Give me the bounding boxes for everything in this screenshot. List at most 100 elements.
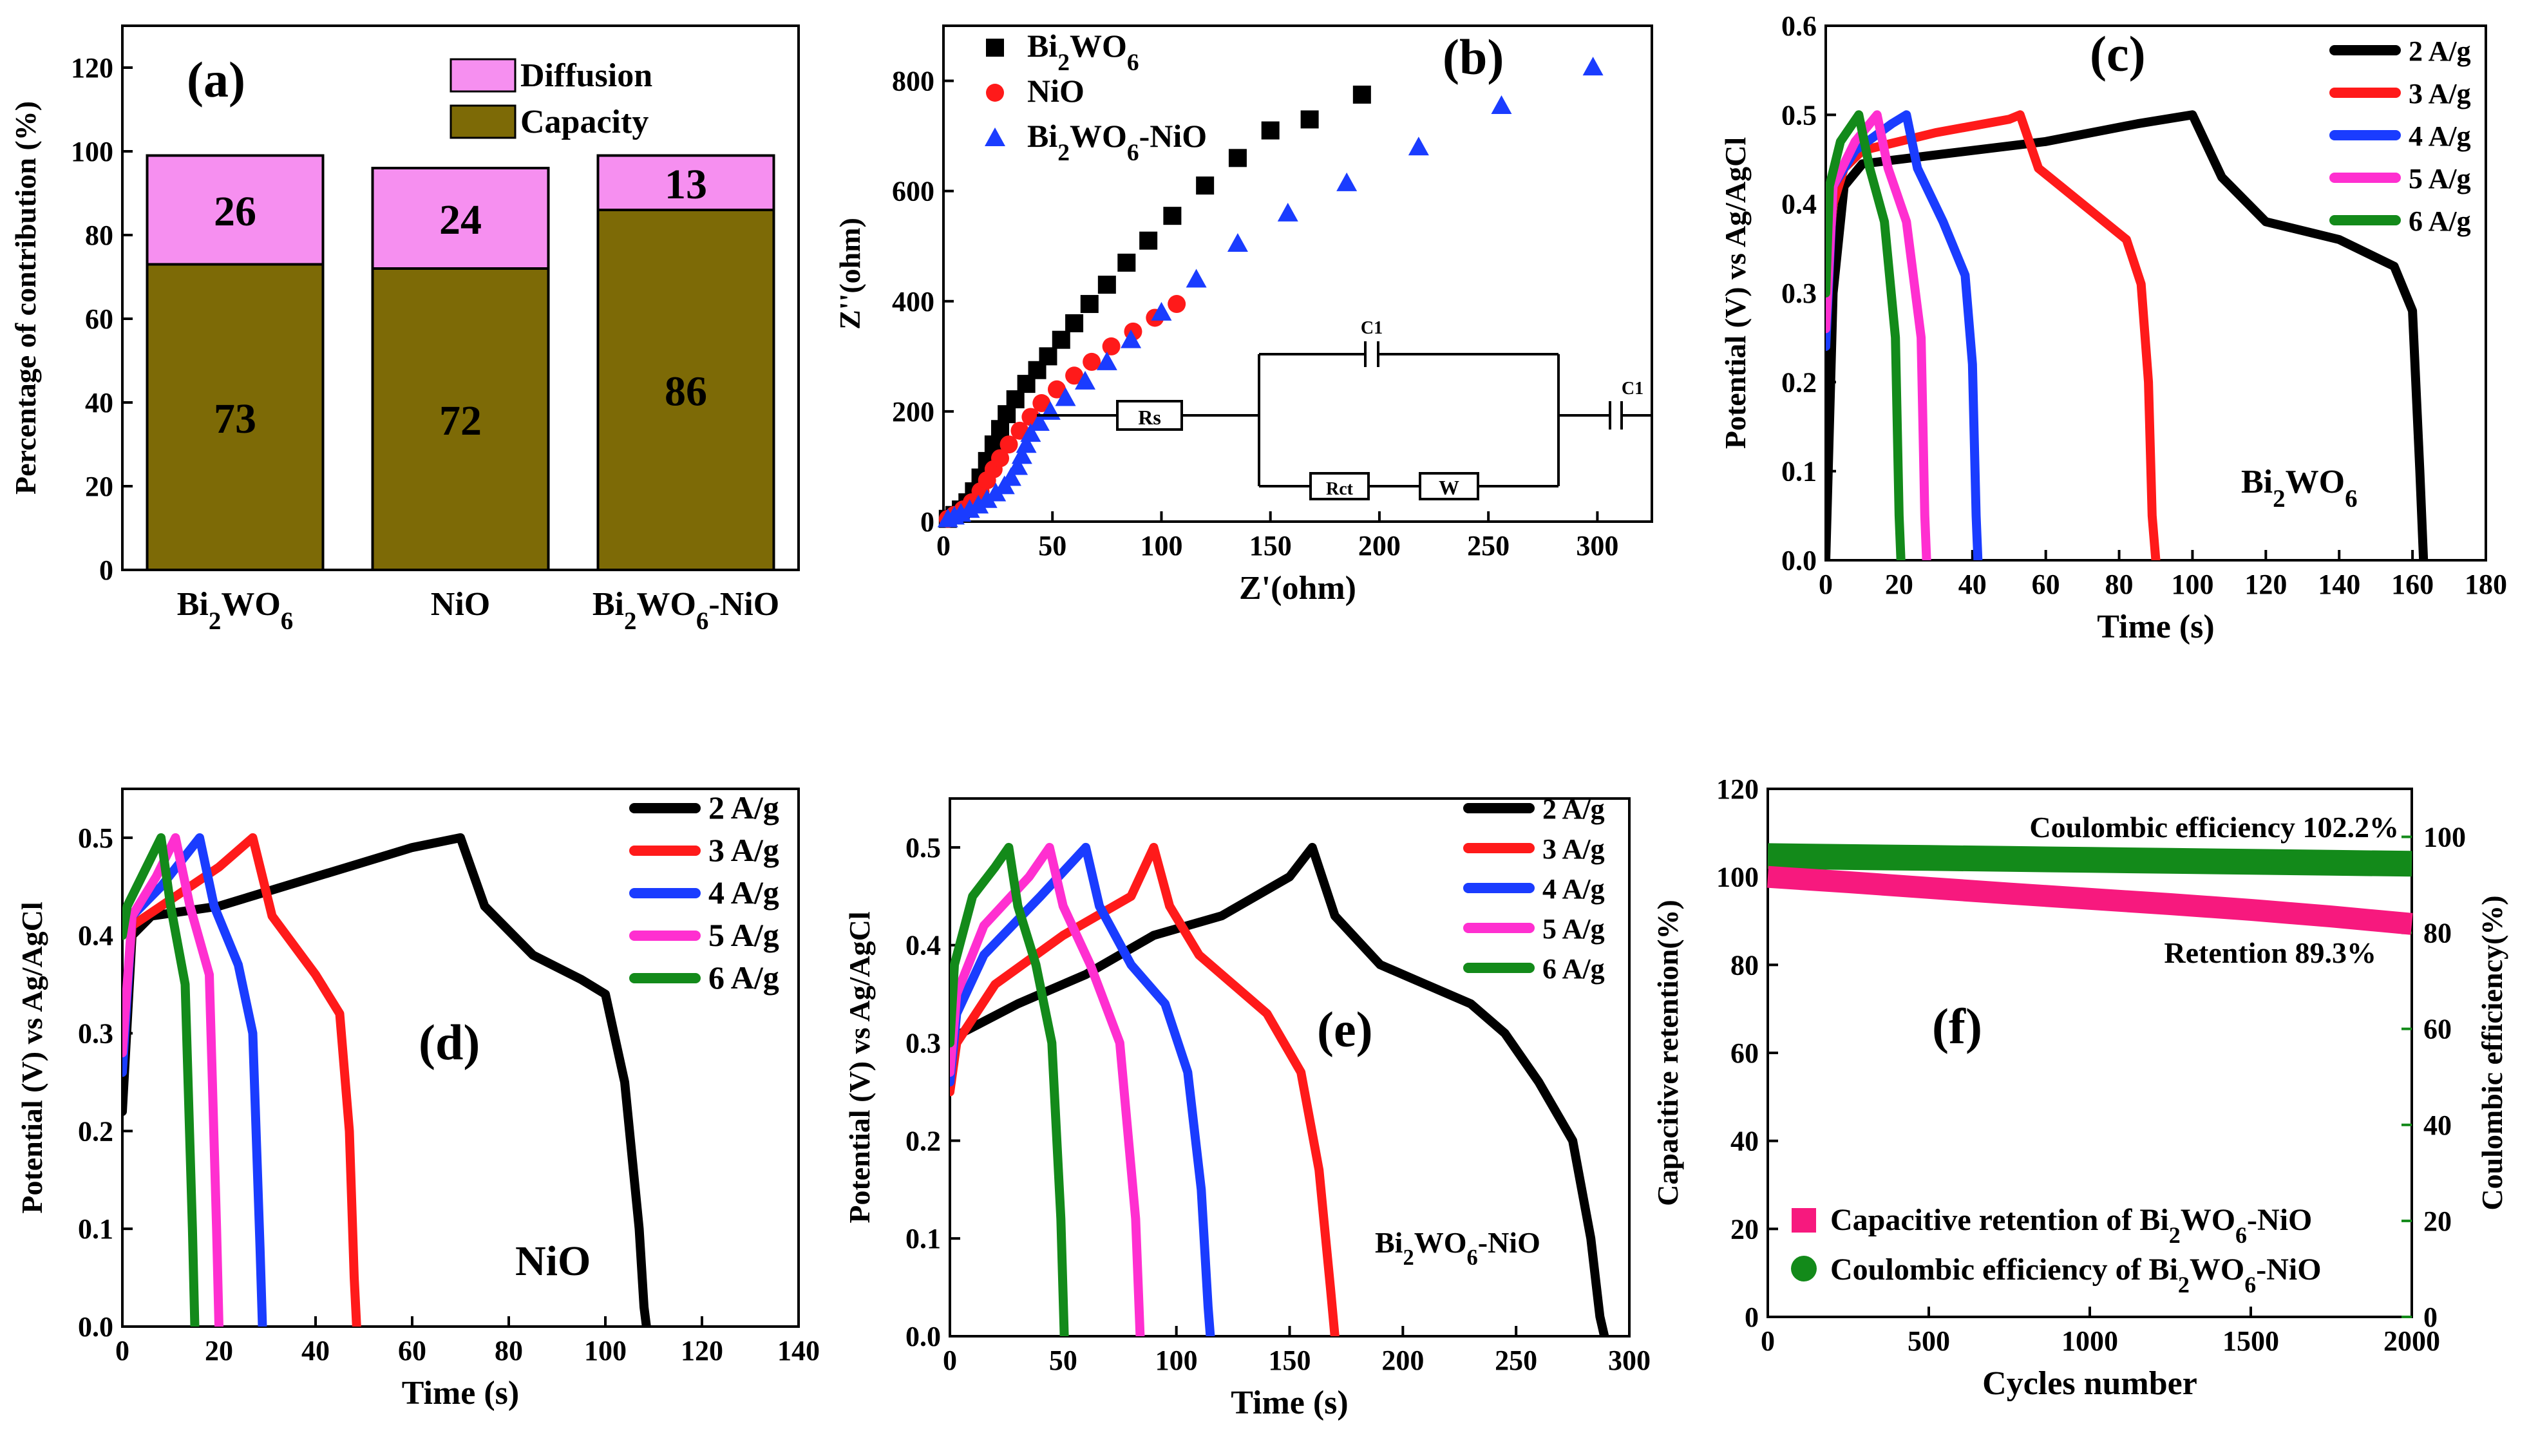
marker-circle xyxy=(1065,366,1084,385)
marker-square xyxy=(1196,176,1215,195)
x-tick-label: 150 xyxy=(1249,530,1292,562)
panel-label: (d) xyxy=(419,1014,480,1070)
y-tick-label: 0.1 xyxy=(78,1213,113,1245)
bar-value-label: 72 xyxy=(439,397,482,444)
legend-swatch-circle xyxy=(1791,1256,1817,1281)
bar-diffusion xyxy=(596,154,775,211)
plot-frame xyxy=(942,24,1653,523)
c1-label: C1 xyxy=(1361,318,1383,338)
y-tick-label: 0.5 xyxy=(78,822,113,854)
marker-triangle xyxy=(1408,137,1429,156)
marker-triangle xyxy=(968,495,989,514)
legend-label: 6 A/g xyxy=(2409,205,2471,237)
legend-label: 5 A/g xyxy=(708,917,779,953)
y-axis-label: Potential (V) vs Ag/AgCl xyxy=(843,911,876,1223)
x-tick-label: 200 xyxy=(1381,1345,1424,1376)
x-axis-label: Time (s) xyxy=(1231,1385,1348,1421)
marker-triangle xyxy=(1028,412,1050,431)
rs-label: Rs xyxy=(1138,406,1161,429)
y-right-tick-label: 20 xyxy=(2423,1205,2452,1237)
bar-value-label: 24 xyxy=(439,196,482,243)
y-tick-label: 0.3 xyxy=(78,1018,113,1050)
panel-e: 0 50 100 150 200 250 300 0.0 0.1 0.2 0.3 0.4 0.5 Time… xyxy=(843,793,1651,1421)
x-tick-label: 300 xyxy=(1576,530,1618,562)
marker-square xyxy=(1039,347,1057,366)
marker-square xyxy=(1117,253,1136,272)
inset-label: Bi2WO6-NiO xyxy=(1375,1226,1540,1270)
legend-label: 4 A/g xyxy=(708,875,779,911)
y-right-tick-label: 0 xyxy=(2423,1301,2438,1333)
series-line-5-a-g xyxy=(950,842,1145,1336)
series-line-5-a-g xyxy=(1826,110,1931,560)
marker-circle xyxy=(1032,394,1051,413)
x-tick-label: 2000 xyxy=(2383,1325,2440,1357)
legend-label: 5 A/g xyxy=(1542,913,1605,945)
y-tick-label: 0.2 xyxy=(78,1115,113,1147)
x-axis-label: Z'(ohm) xyxy=(1239,570,1356,607)
y-tick-label: 0 xyxy=(1745,1301,1759,1333)
legend-label: Capacity xyxy=(520,104,649,140)
x-tick-label: 20 xyxy=(1885,569,1913,600)
x-tick-label: 0 xyxy=(115,1335,129,1366)
marker-square xyxy=(1228,149,1247,167)
marker-square xyxy=(1065,314,1084,332)
panel-label: (c) xyxy=(2090,26,2146,82)
y-tick-label: 0.0 xyxy=(78,1311,113,1343)
y-tick-label: 600 xyxy=(892,176,934,207)
x-tick-label: 250 xyxy=(1495,1345,1537,1376)
x-tick-label: 0 xyxy=(1761,1325,1775,1357)
legend-label: 4 A/g xyxy=(2409,120,2471,152)
x-tick-label: 0 xyxy=(943,1345,957,1376)
y-axis-label: Capacitive retention(%) xyxy=(1651,900,1684,1206)
y-tick-label: 0.2 xyxy=(1781,366,1817,398)
marker-triangle xyxy=(1000,467,1021,486)
series-line-2-a-g xyxy=(950,842,1609,1336)
marker-triangle xyxy=(1186,269,1207,288)
marker-triangle xyxy=(1011,445,1032,464)
legend-label: Bi2WO6 xyxy=(1027,28,1139,76)
panel-label: (e) xyxy=(1317,1001,1373,1057)
bar-capacity xyxy=(146,263,325,571)
w-label: W xyxy=(1439,476,1459,499)
x-tick-label: 500 xyxy=(1908,1325,1950,1357)
x-tick-label: 40 xyxy=(1958,569,1987,600)
y-tick-label: 0 xyxy=(99,554,113,586)
y-right-axis-label: Coulombic efficiency(%) xyxy=(2476,895,2508,1210)
bar-value-label: 13 xyxy=(665,161,707,208)
bar-capacity xyxy=(596,209,775,571)
x-tick-label: 100 xyxy=(1155,1345,1198,1376)
marker-triangle xyxy=(1491,95,1512,115)
marker-triangle xyxy=(1227,232,1248,252)
legend-swatch-capacity xyxy=(450,104,516,139)
legend-label: 2 A/g xyxy=(2409,35,2471,67)
annotation-retention: Retention 89.3% xyxy=(2164,936,2376,969)
legend-label: Capacitive retention of Bi2WO6-NiO xyxy=(1830,1203,2312,1248)
y-tick-label: 0.1 xyxy=(1781,456,1817,487)
legend-label: 2 A/g xyxy=(1542,793,1605,825)
bar-capacity xyxy=(371,267,550,571)
y-tick-label: 0.1 xyxy=(905,1223,941,1254)
marker-triangle xyxy=(1121,329,1142,348)
marker-square xyxy=(1052,330,1070,349)
legend-label: 3 A/g xyxy=(1542,833,1605,865)
y-axis-label: Z''(ohm) xyxy=(833,218,866,330)
x-tick-label: 80 xyxy=(2105,569,2134,600)
x-tick-label: 200 xyxy=(1358,530,1401,562)
y-tick-label: 0.4 xyxy=(78,920,113,952)
bar-value-label: 86 xyxy=(665,368,707,415)
marker-triangle xyxy=(1007,456,1028,475)
x-tick-label: 120 xyxy=(681,1335,723,1366)
series-line-4-a-g xyxy=(950,842,1215,1336)
marker-triangle xyxy=(1582,57,1604,76)
x-tick-label: 40 xyxy=(301,1335,330,1366)
panel-label: (f) xyxy=(1932,998,1982,1054)
series-line-coulombic-efficiency xyxy=(1767,843,2412,877)
y-tick-label: 400 xyxy=(892,286,934,317)
y-tick-label: 0.0 xyxy=(1781,545,1817,576)
marker-circle xyxy=(1168,295,1186,314)
y-tick-label: 0.2 xyxy=(905,1125,941,1157)
series-line-6-a-g xyxy=(1826,110,1906,560)
marker-square xyxy=(1300,110,1319,129)
x-axis-label: Time (s) xyxy=(2097,609,2214,645)
